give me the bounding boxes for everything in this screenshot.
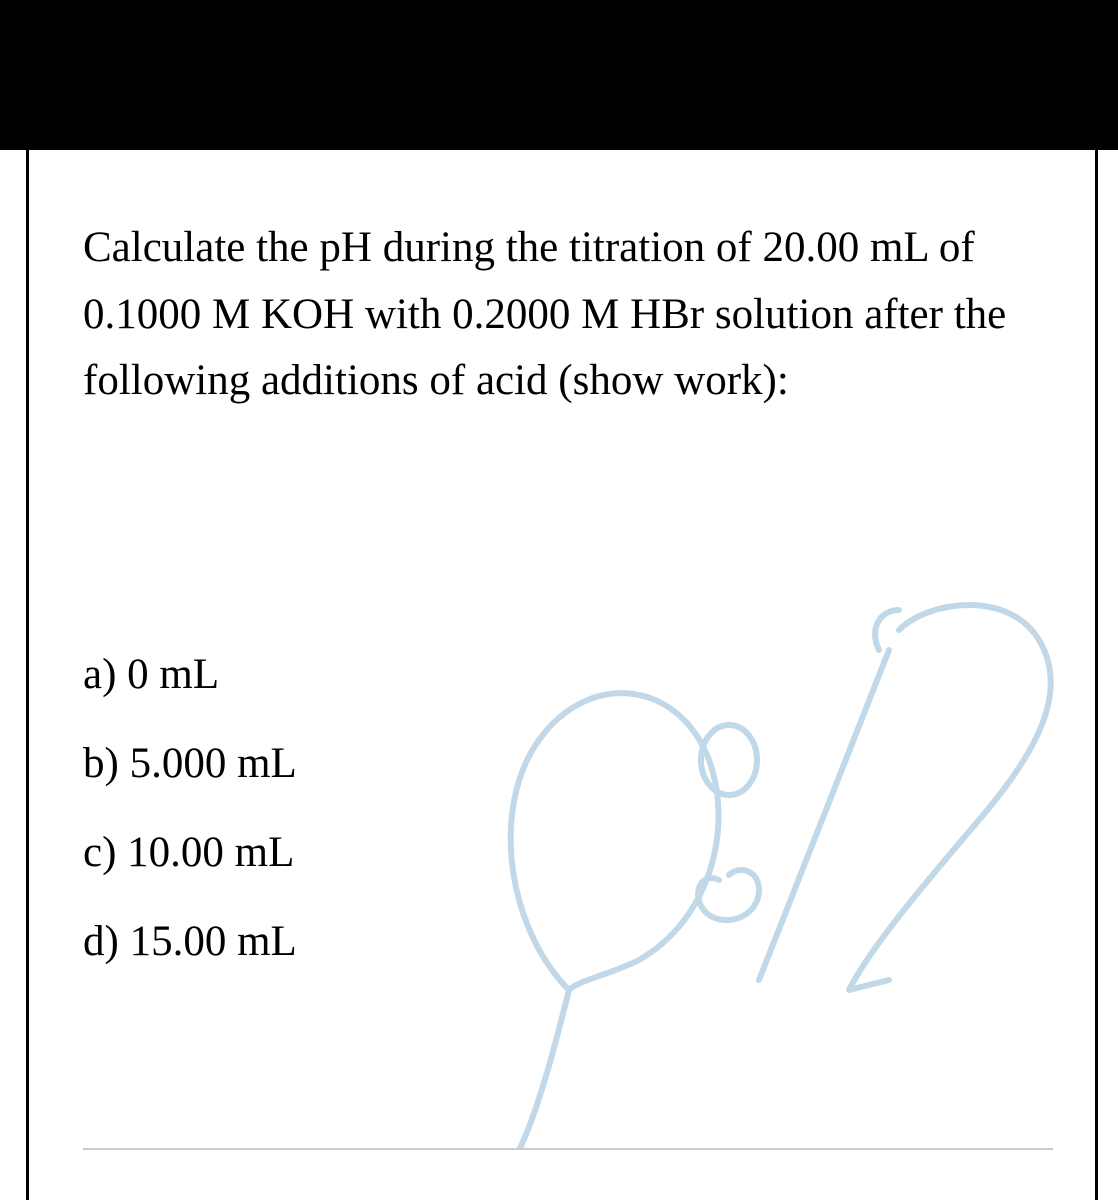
handwriting-annotation: [449, 550, 1089, 1150]
option-c: c) 10.00 mL: [83, 828, 483, 877]
options-list: a) 0 mL b) 5.000 mL c) 10.00 mL d) 15.00…: [83, 650, 483, 1006]
option-b: b) 5.000 mL: [83, 739, 483, 788]
header-bar: [0, 0, 1118, 150]
option-d: d) 15.00 mL: [83, 917, 483, 966]
page-container: Calculate the pH during the titration of…: [26, 150, 1098, 1200]
question-text: Calculate the pH during the titration of…: [83, 215, 1053, 415]
divider-line: [83, 1148, 1053, 1150]
option-a: a) 0 mL: [83, 650, 483, 699]
